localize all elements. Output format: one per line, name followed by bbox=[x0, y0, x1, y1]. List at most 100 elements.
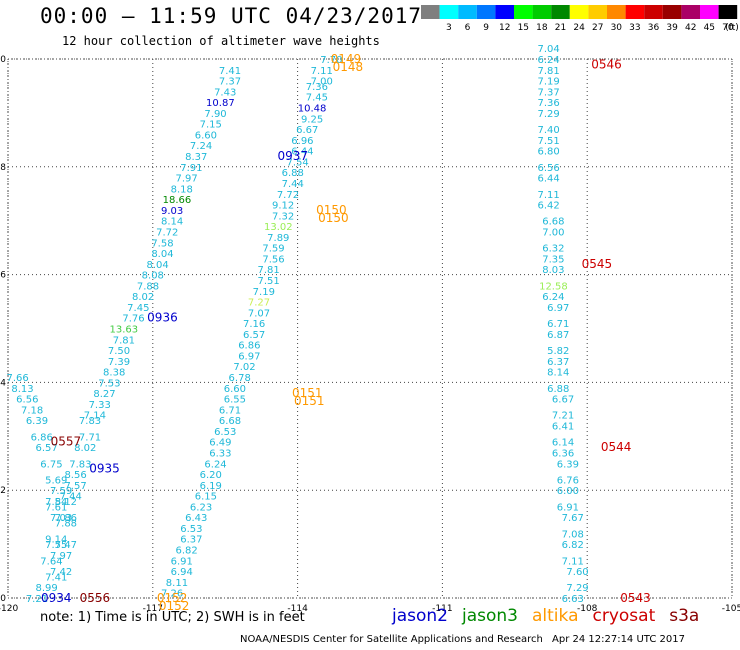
color-scale-label: 24 bbox=[573, 23, 585, 33]
wave-height-value: 6.94 bbox=[171, 567, 193, 578]
wave-height-value: 7.03 bbox=[50, 513, 72, 524]
pass-time-label: 0150 bbox=[316, 203, 347, 217]
wave-height-value: 9.14 bbox=[45, 535, 67, 546]
x-tick-label: -120 bbox=[0, 604, 18, 614]
wave-height-value: 7.51 bbox=[537, 136, 559, 147]
plot-frame bbox=[7, 58, 733, 599]
wave-height-value: 7.36 bbox=[537, 98, 559, 109]
wave-height-value: 6.49 bbox=[209, 438, 231, 449]
wave-height-value: 7.58 bbox=[151, 238, 173, 249]
pass-time-label: 0151 bbox=[294, 394, 325, 408]
wave-height-value: 8.04 bbox=[151, 249, 173, 260]
color-scale-legend: 3 6 9 12 15 18 21 24 27 30 33 36 39 42 45 70(ft) bbox=[421, 5, 739, 33]
wave-height-value: 8.18 bbox=[171, 184, 193, 195]
wave-height-value: 6.86 bbox=[238, 341, 260, 352]
wave-height-value: 7.11 bbox=[537, 190, 559, 201]
x-tick-label: -114 bbox=[287, 604, 308, 614]
wave-height-value: 7.21 bbox=[552, 411, 574, 422]
wave-height-value: 7.91 bbox=[180, 163, 202, 174]
color-scale-label: 33 bbox=[629, 23, 640, 33]
y-tick-label: 8 bbox=[0, 163, 6, 173]
wave-height-value: 10.87 bbox=[206, 98, 235, 109]
y-tick-label: 6 bbox=[0, 271, 6, 281]
wave-height-value: 8.38 bbox=[103, 368, 125, 379]
wave-height-value: 8.14 bbox=[161, 217, 183, 228]
pass-time-label: 0149 bbox=[331, 52, 362, 66]
wave-height-value: 6.39 bbox=[557, 459, 579, 470]
wave-height-value: 6.67 bbox=[552, 395, 574, 406]
x-tick-label: -117 bbox=[143, 604, 163, 614]
color-scale-label: 6 bbox=[465, 23, 471, 33]
wave-height-value: 7.83 bbox=[69, 459, 91, 470]
wave-height-value: 7.40 bbox=[537, 125, 559, 136]
satellite-legend: jason2 jason3 altika cryosat s3a bbox=[392, 606, 713, 626]
wave-height-value: 7.54 bbox=[286, 157, 308, 168]
wave-height-value: 6.24 bbox=[537, 55, 559, 66]
pass-time-label: 0545 bbox=[582, 257, 613, 271]
pass-time-label: 0152 bbox=[157, 591, 188, 605]
wave-height-value: 7.45 bbox=[306, 93, 328, 104]
wave-height-value: 6.82 bbox=[562, 540, 584, 551]
pass-time-label: 0936 bbox=[147, 311, 178, 325]
wave-height-value: 6.88 bbox=[547, 384, 569, 395]
wave-height-value: 6.55 bbox=[224, 395, 246, 406]
wave-height-value: 6.60 bbox=[195, 130, 217, 141]
wave-height-value: 6.87 bbox=[547, 330, 569, 341]
color-scale-label: 42 bbox=[685, 23, 696, 33]
color-swatch bbox=[588, 5, 607, 19]
wave-height-value: 7.67 bbox=[562, 513, 584, 524]
color-swatch bbox=[514, 5, 533, 19]
wave-height-value: 8.56 bbox=[64, 470, 86, 481]
x-tick-label: -108 bbox=[577, 604, 598, 614]
wave-height-value: 7.29 bbox=[566, 583, 588, 594]
wave-height-value: 6.00 bbox=[557, 486, 579, 497]
wave-height-value: 6.23 bbox=[190, 502, 212, 513]
chart-grid bbox=[7, 58, 733, 599]
wave-height-value: 8.03 bbox=[542, 265, 564, 276]
color-swatch bbox=[625, 5, 645, 19]
wave-height-value: 7.83 bbox=[79, 416, 101, 427]
wave-height-value: 7.90 bbox=[204, 109, 226, 120]
wave-height-value: 7.19 bbox=[537, 77, 559, 88]
wave-height-value: 8.99 bbox=[35, 583, 57, 594]
color-swatch bbox=[476, 5, 496, 19]
wave-height-value: 7.56 bbox=[262, 254, 284, 265]
wave-height-value: 7.53 bbox=[98, 378, 120, 389]
pass-time-label: 0937 bbox=[277, 149, 308, 163]
wave-height-value: 6.88 bbox=[282, 168, 304, 179]
wave-height-value: 7.37 bbox=[537, 87, 559, 98]
wave-height-value: 6.97 bbox=[238, 351, 260, 362]
wave-height-value: 7.47 bbox=[55, 540, 77, 551]
wave-height-value: 7.16 bbox=[243, 319, 265, 330]
wave-height-value: 6.68 bbox=[542, 217, 564, 228]
x-tick-label: -111 bbox=[432, 604, 452, 614]
satellite-legend-item: jason2 bbox=[392, 606, 448, 626]
wave-height-value: 7.36 bbox=[306, 82, 328, 93]
color-scale-label: 45 bbox=[704, 23, 715, 33]
color-scale-label: 39 bbox=[666, 23, 678, 33]
wave-height-value: 6.36 bbox=[552, 448, 574, 459]
wave-height-value: 6.57 bbox=[243, 330, 265, 341]
color-scale-unit: (ft) bbox=[725, 23, 739, 33]
pass-time-label: 0152 bbox=[159, 599, 190, 613]
color-swatch bbox=[551, 5, 570, 19]
wave-height-value: 9.12 bbox=[272, 201, 294, 212]
satellite-legend-item: cryosat bbox=[592, 606, 656, 626]
wave-height-value: 8.02 bbox=[132, 292, 154, 303]
wave-height-value: 7.59 bbox=[50, 486, 72, 497]
wave-height-value: 8.08 bbox=[142, 271, 164, 282]
wave-height-value: 6.56 bbox=[16, 395, 38, 406]
wave-height-value: 6.53 bbox=[214, 427, 236, 438]
wave-height-value: 6.15 bbox=[195, 492, 217, 503]
wave-height-value: 6.97 bbox=[547, 303, 569, 314]
y-tick-label: 0 bbox=[0, 594, 6, 604]
wave-height-value: 7.55 bbox=[45, 540, 67, 551]
wave-height-value: 7.11 bbox=[562, 556, 584, 567]
pass-time-label: 0544 bbox=[601, 440, 632, 454]
wave-height-value: 7.43 bbox=[214, 87, 236, 98]
wave-height-value: 7.08 bbox=[562, 529, 584, 540]
chart-axes: -120 -117 -114 -111 -108 -105 0 2 4 6 8 10 bbox=[0, 55, 740, 614]
generated-timestamp: Apr 24 12:27:14 UTC 2017 bbox=[552, 634, 685, 645]
wave-height-value: 7.97 bbox=[175, 174, 197, 185]
color-swatch bbox=[662, 5, 682, 19]
